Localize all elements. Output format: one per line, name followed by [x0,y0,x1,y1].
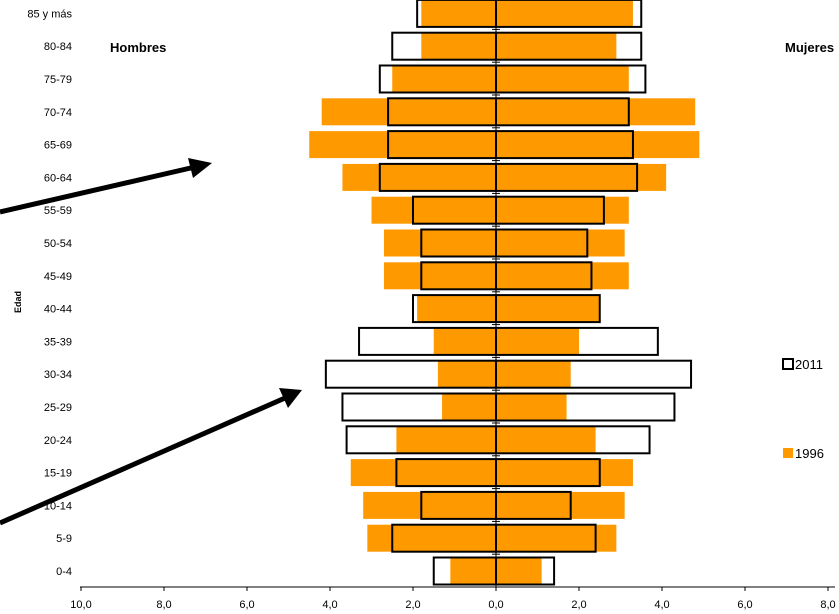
bar-1996-female [496,459,633,487]
bar-1996-male [421,32,496,60]
x-tick-labels: 10,0 8,0 6,0 4,0 2,0 0,0 2,0 4,0 6,0 8,0 [70,587,836,611]
legend: 2011 1996 [782,357,824,461]
bar-1996-female [496,426,596,454]
bar-1996-female [496,262,629,290]
y-tick-label: 65-69 [44,140,72,152]
bar-1996-female [496,360,571,388]
arrow-lower-head [279,388,302,408]
right-side-label: Mujeres [785,40,834,55]
bar-1996-male [350,459,496,487]
bar-1996-female [496,393,567,421]
x-tick-label: 0,0 [488,599,503,611]
left-side-label: Hombres [110,40,166,55]
x-tick-label: 4,0 [322,599,337,611]
x-tick-label: 10,0 [70,599,91,611]
y-axis-label: Edad [13,291,23,313]
y-tick-label: 25-29 [44,402,72,414]
y-tick-labels: 0-45-910-1415-1920-2425-2930-3435-3940-4… [27,8,72,578]
y-tick-label: 40-44 [44,304,72,316]
legend-swatch-2011 [782,358,794,370]
axes [80,0,835,588]
arrow-upper-head [188,158,212,178]
x-tick-label: 2,0 [571,599,586,611]
bar-1996-female [496,491,625,519]
bar-1996-male [363,491,496,519]
x-tick-label: 6,0 [737,599,752,611]
y-tick-label: 45-49 [44,271,72,283]
bar-1996-male [383,262,496,290]
bar-1996-female [496,327,579,355]
bar-1996-male [392,65,496,93]
arrow-lower-shaft [0,395,287,526]
bar-1996-male [321,98,496,126]
bar-1996-female [496,295,600,323]
bar-1996-female [496,0,633,27]
bars-1996 [309,0,700,585]
bar-1996-female [496,524,617,552]
x-tick-label: 6,0 [239,599,254,611]
bar-1996-female [496,229,625,257]
bar-1996-female [496,196,629,224]
y-tick-label: 60-64 [44,172,72,184]
legend-label-2011: 2011 [795,357,823,372]
bar-1996-male [442,393,496,421]
legend-label-1996: 1996 [795,446,824,461]
bar-1996-female [496,32,617,60]
bar-1996-male [367,524,496,552]
y-tick-label: 75-79 [44,74,72,86]
y-tick-label: 30-34 [44,369,72,381]
bar-1996-female [496,163,667,191]
bar-1996-male [371,196,496,224]
legend-swatch-1996 [783,448,793,458]
y-tick-label: 5-9 [56,533,72,545]
x-tick-label: 2,0 [405,599,420,611]
bar-1996-male [383,229,496,257]
bar-1996-female [496,98,696,126]
bar-1996-male [437,360,496,388]
y-tick-label: 55-59 [44,205,72,217]
bar-1996-male [450,557,496,585]
x-tick-label: 4,0 [654,599,669,611]
y-tick-label: 70-74 [44,107,72,119]
bar-1996-female [496,65,629,93]
arrow-upper-shaft [0,164,196,215]
y-tick-label: 15-19 [44,468,72,480]
bar-1996-male [309,131,496,159]
x-tick-label: 8,0 [820,599,835,611]
y-tick-label: 0-4 [56,566,72,578]
y-tick-label: 85 y más [27,8,72,20]
bar-1996-male [417,295,496,323]
bar-1996-male [396,426,496,454]
bar-1996-male [342,163,496,191]
bar-1996-female [496,131,700,159]
y-tick-label: 35-39 [44,336,72,348]
bar-1996-male [433,327,496,355]
y-tick-label: 80-84 [44,41,72,53]
bar-1996-female [496,557,542,585]
annotation-arrows [0,158,302,526]
bar-1996-male [421,0,496,27]
x-tick-label: 8,0 [156,599,171,611]
y-tick-label: 20-24 [44,435,72,447]
y-tick-label: 50-54 [44,238,72,250]
